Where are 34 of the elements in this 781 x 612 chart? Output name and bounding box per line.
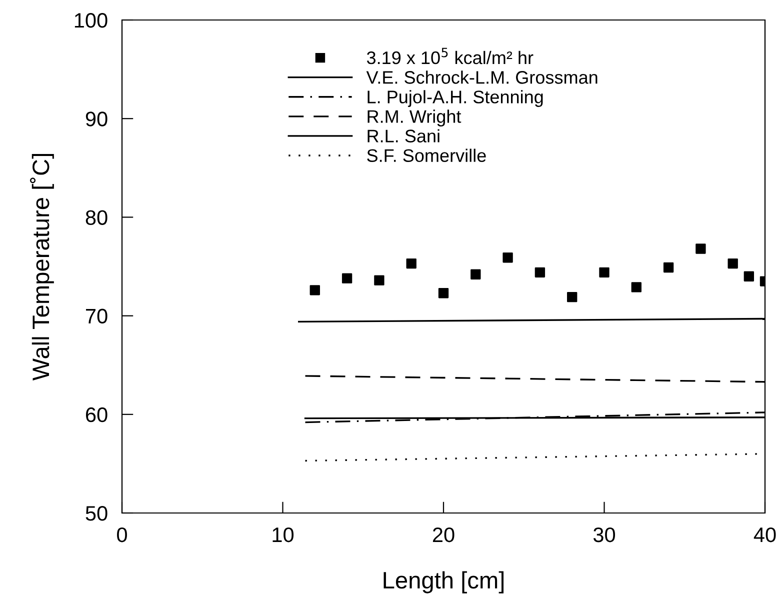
- point: [310, 285, 320, 296]
- y-tick-label: 70: [86, 308, 108, 324]
- legend-label: L. Pujol-A.H. Stenning: [368, 90, 543, 107]
- legend-label: V.E. Schrock-L.M. Grossman: [366, 70, 598, 84]
- x-axis-title: Length [cm]: [384, 571, 504, 594]
- y-tick-label: 60: [86, 407, 108, 422]
- point: [406, 258, 416, 269]
- y-tick-label: 90: [86, 112, 108, 126]
- point: [342, 273, 352, 284]
- point: [744, 271, 754, 282]
- x-tick-label: 20: [432, 527, 454, 542]
- legend-label: R.L. Sani: [368, 129, 440, 142]
- point: [502, 252, 513, 263]
- point: [374, 275, 384, 286]
- legend-label: S.F. Somerville: [367, 148, 486, 162]
- legend-label: 3.19 x 10$^{5}$ kcal/m² hr: [366, 48, 534, 64]
- point: [470, 269, 481, 280]
- y-tick-label: 50: [86, 506, 108, 521]
- point: [728, 258, 738, 269]
- y-tick-label: 80: [86, 210, 108, 225]
- point: [663, 262, 674, 273]
- point: [599, 267, 610, 278]
- y-axis-title: Wall Temperature [˚C]: [30, 154, 54, 381]
- y-tick-label: 100: [74, 13, 108, 28]
- x-tick-label: 10: [272, 527, 294, 542]
- x-tick-label: 40: [754, 527, 776, 542]
- point: [567, 292, 578, 302]
- point: [696, 244, 706, 254]
- point: [631, 282, 642, 292]
- x-tick-label: 30: [593, 527, 616, 542]
- x-tick-label: 0: [117, 527, 127, 542]
- legend-label: R.M. Wright: [368, 110, 462, 126]
- point: [438, 288, 449, 298]
- point: [534, 267, 546, 278]
